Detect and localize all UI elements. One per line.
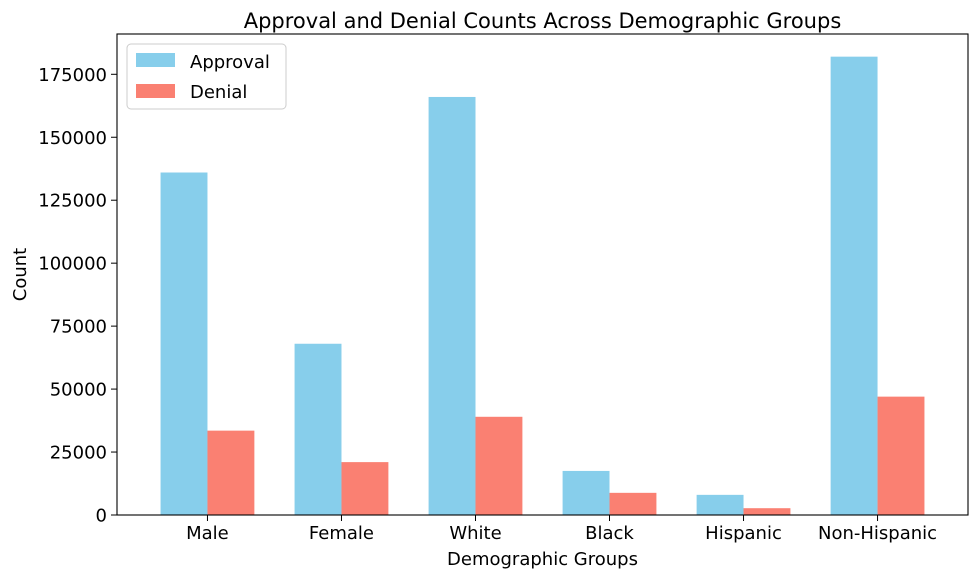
x-tick-label-female: Female (309, 523, 374, 544)
bar-denial-hispanic (743, 508, 791, 515)
y-tick-label: 0 (96, 506, 107, 527)
bar-denial-male (207, 430, 255, 515)
x-tick-label-white: White (449, 523, 501, 544)
x-tick-label-male: Male (186, 523, 229, 544)
y-tick-label: 125000 (38, 191, 107, 212)
legend-swatch-denial (136, 84, 175, 98)
y-tick-label: 25000 (50, 443, 107, 464)
bar-denial-non-hispanic (877, 396, 925, 515)
x-axis: Male Female White Black Hispanic Non-Hispanic (186, 515, 937, 544)
y-tick-label: 50000 (50, 380, 107, 401)
x-tick-label-black: Black (585, 523, 634, 544)
x-axis-label: Demographic Groups (447, 549, 638, 570)
plot-area-frame (116, 33, 969, 516)
y-axis-label: Count (10, 248, 31, 301)
bar-approval-black (562, 470, 610, 515)
y-tick-label: 150000 (38, 128, 107, 149)
y-tick-label: 75000 (50, 317, 107, 338)
x-tick-label-hispanic: Hispanic (705, 523, 782, 544)
y-axis: 0 25000 50000 75000 100000 125000 150000 175000 (38, 65, 117, 527)
bar-approval-female (294, 343, 342, 515)
x-tick-label-non-hispanic: Non-Hispanic (818, 523, 937, 544)
bars-group (160, 56, 925, 516)
bar-approval-non-hispanic (830, 56, 878, 515)
bar-denial-white (475, 416, 523, 515)
legend-label-approval: Approval (190, 52, 270, 73)
bar-approval-white (428, 96, 476, 516)
legend: Approval Denial (126, 43, 287, 110)
legend-label-denial: Denial (190, 82, 247, 103)
bar-approval-hispanic (696, 494, 744, 515)
chart-title: Approval and Denial Counts Across Demogr… (244, 9, 842, 33)
legend-swatch-approval (136, 53, 175, 67)
y-tick-label: 100000 (38, 254, 107, 275)
y-tick-label: 175000 (38, 65, 107, 86)
bar-approval-male (160, 172, 208, 515)
bar-denial-black (609, 492, 657, 515)
bar-denial-female (341, 462, 389, 515)
